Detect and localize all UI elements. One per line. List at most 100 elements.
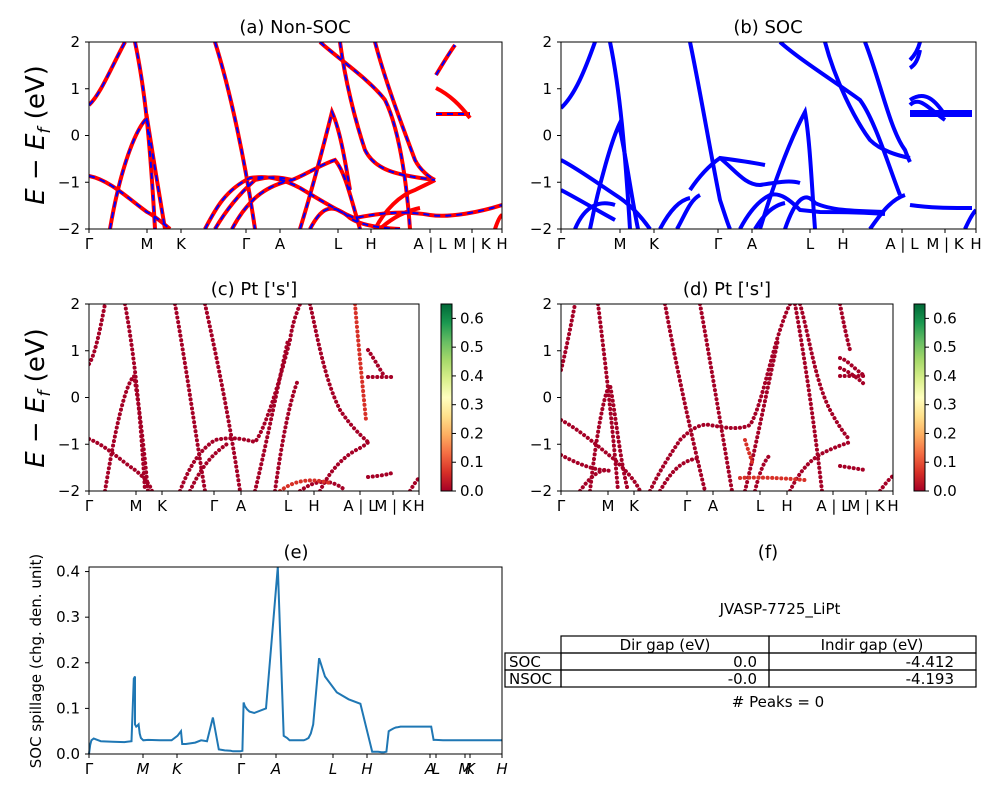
spillage-line	[88, 566, 502, 755]
colorbar-tick-label: 0.2	[933, 424, 957, 442]
spillage-xtick-label: Γ	[237, 760, 246, 778]
ytick-label: −2	[58, 482, 80, 500]
projected-bands-c	[89, 304, 419, 491]
colorbar-tick-label: 0.6	[460, 309, 484, 327]
panel-a-title: (a) Non-SOC	[239, 17, 350, 38]
xtick-label: M	[130, 497, 143, 515]
ytick-label: 0	[542, 127, 552, 145]
spillage-ytick-label: 0.0	[56, 745, 80, 763]
xtick-label: L	[756, 497, 765, 515]
colorbar-d-ticks: 0.6 0.5 0.4 0.3 0.2 0.1 0.0	[925, 309, 957, 500]
xtick-label: M | K	[453, 235, 492, 253]
xtick-label: K	[649, 235, 660, 253]
panel-b-ticks: 2 1 0 −1 −2 Γ M K Γ A L H A | L M | K H	[530, 33, 982, 253]
panel-b-title: (b) SOC	[733, 17, 802, 38]
xtick-label: A | L	[413, 235, 447, 253]
ytick-label: −1	[530, 435, 552, 453]
colorbar-tick-label: 0.2	[460, 424, 484, 442]
table-row-soc-dir: 0.0	[733, 653, 757, 671]
panel-d: (d) Pt ['s']	[530, 279, 957, 515]
xtick-label: A	[708, 497, 719, 515]
colorbar-c-ticks: 0.6 0.5 0.4 0.3 0.2 0.1 0.0	[452, 309, 484, 500]
panel-b: (b) SOC	[530, 17, 982, 253]
colorbar-tick-label: 0.4	[933, 367, 957, 385]
panel-c: (c) Pt ['s'] 210−1−2Γ M K Γ A L H A | LM | K	[58, 279, 484, 515]
material-id-caption: JVASP-7725_LiPt	[719, 600, 841, 619]
colorbar-tick-label: 0.0	[933, 482, 957, 500]
spillage-ytick-label: 0.3	[56, 608, 80, 626]
spillage-xtick-label: A	[270, 760, 281, 778]
ytick-label: 0	[70, 127, 80, 145]
ytick-label: −2	[530, 220, 552, 238]
xtick-label: H	[413, 497, 424, 515]
xtick-label: Γ	[210, 497, 219, 515]
panel-a: (a) Non-SOC	[58, 17, 508, 253]
table-row-nsoc-indir: -4.193	[906, 670, 954, 688]
xtick-label: Γ	[714, 235, 723, 253]
xtick-label: Γ	[557, 497, 566, 515]
table-row-nsoc-label: NSOC	[509, 670, 552, 688]
spillage-xtick-label: K	[172, 760, 183, 778]
colorbar-tick-label: 0.1	[460, 453, 484, 471]
ytick-label: 0	[70, 389, 80, 407]
projected-bands-c-mid	[278, 304, 368, 491]
panel-e-title: (e)	[283, 542, 308, 563]
ytick-label: −1	[58, 435, 80, 453]
ytick-label: 1	[70, 80, 80, 98]
xtick-label: H	[365, 235, 376, 253]
xtick-label: K	[629, 497, 640, 515]
spillage-xtick-label: K	[465, 760, 476, 778]
xtick-label: M	[141, 235, 154, 253]
table-row-nsoc-dir: -0.0	[728, 670, 757, 688]
colorbar-c-frame	[440, 303, 453, 492]
spillage-plot: 0.00.10.20.30.4Γ M K Γ A L H AL MK H	[56, 563, 508, 778]
ytick-label: 2	[542, 33, 552, 51]
panel-d-title: (d) Pt ['s']	[683, 279, 771, 300]
ytick-label: 0	[542, 389, 552, 407]
gap-table: Dir gap (eV) Indir gap (eV) SOC 0.0 -4.4…	[504, 635, 977, 688]
xtick-label: K	[157, 497, 168, 515]
panel-c-title: (c) Pt ['s']	[211, 279, 298, 300]
xtick-label: H	[781, 497, 792, 515]
spillage-xtick-label: L	[329, 760, 337, 778]
xtick-label: H	[837, 235, 848, 253]
xtick-label: A	[747, 235, 758, 253]
ytick-label: −2	[58, 220, 80, 238]
xtick-label: K	[176, 235, 187, 253]
colorbar-c	[441, 304, 452, 491]
nsoc-band-dashes	[89, 42, 502, 229]
table-header-indir-gap: Indir gap (eV)	[821, 636, 924, 654]
xtick-label: A	[236, 497, 247, 515]
xtick-label: Γ	[557, 235, 566, 253]
xtick-label: L	[806, 235, 815, 253]
projected-bands-d	[561, 304, 893, 491]
projected-bands-d-mid	[738, 438, 807, 482]
xtick-label: M | K	[847, 497, 886, 515]
spillage-ylabel: SOC spillage (chg. den. unit)	[27, 554, 45, 769]
panel-e: (e) SOC spillage (chg. den. unit) 0.0 0.1…	[27, 542, 508, 778]
xtick-label: H	[308, 497, 319, 515]
xtick-label: A | L	[885, 235, 919, 253]
colorbar-tick-label: 0.6	[933, 309, 957, 327]
xtick-label: M	[602, 497, 615, 515]
colorbar-tick-label: 0.4	[460, 367, 484, 385]
soc-band-lines	[561, 42, 976, 229]
xtick-label: A	[275, 235, 286, 253]
xtick-label: L	[334, 235, 343, 253]
xtick-label: Γ	[242, 235, 251, 253]
panel-f: (f) JVASP-7725_LiPt Dir gap (eV) Indir g…	[504, 542, 977, 711]
table-row-soc-label: SOC	[509, 653, 541, 671]
xtick-label: H	[887, 497, 898, 515]
xtick-label: M | K	[926, 235, 965, 253]
xtick-label: H	[970, 235, 981, 253]
spillage-ytick-label: 0.2	[56, 654, 80, 672]
colorbar-tick-label: 0.5	[460, 338, 484, 356]
colorbar-tick-label: 0.1	[933, 453, 957, 471]
table-header-dir-gap: Dir gap (eV)	[620, 636, 711, 654]
ytick-label: 2	[70, 33, 80, 51]
xtick-label: L	[284, 497, 293, 515]
spillage-xtick-label: H	[496, 760, 507, 778]
